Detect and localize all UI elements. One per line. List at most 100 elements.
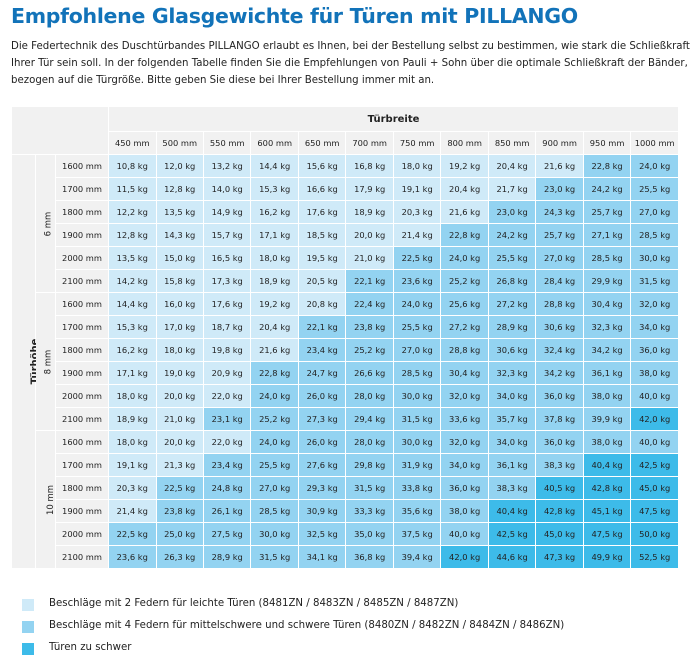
weight-cell: 19,1 kg: [392, 177, 442, 201]
weight-cell: 17,9 kg: [345, 177, 394, 201]
legend-label: Türen zu schwer: [49, 642, 132, 653]
height-row-label: 2000 mm: [54, 246, 110, 270]
weight-cell: 26,0 kg: [297, 430, 347, 454]
weight-cell: 23,4 kg: [297, 338, 347, 362]
weight-cell: 11,5 kg: [108, 177, 157, 201]
weight-cell: 18,9 kg: [250, 269, 299, 293]
width-header-cell: 600 mm: [250, 131, 299, 155]
weight-cell: 38,0 kg: [582, 384, 632, 408]
weight-cell: 33,6 kg: [440, 407, 489, 431]
weight-cell: 13,5 kg: [108, 246, 157, 270]
weight-cell: 38,0 kg: [440, 499, 489, 523]
weight-cell: 24,3 kg: [535, 200, 584, 224]
weight-cell: 16,2 kg: [108, 338, 157, 362]
table-corner: [10, 106, 110, 155]
weight-cell: 12,8 kg: [155, 177, 204, 201]
weight-cell: 20,5 kg: [297, 269, 347, 293]
weight-cell: 29,8 kg: [345, 453, 394, 477]
glass-weight-table: Türbreite 450 mm 500 mm 550 mm 600 mm 650 mm…: [10, 106, 679, 569]
weight-cell: 15,3 kg: [108, 315, 157, 339]
weight-cell: 14,4 kg: [108, 292, 157, 316]
weight-cell: 12,8 kg: [108, 223, 157, 247]
weight-cell: 19,2 kg: [250, 292, 299, 316]
weight-cell: 23,6 kg: [108, 545, 157, 569]
weight-cell: 15,8 kg: [155, 269, 204, 293]
weight-cell: 42,0 kg: [630, 407, 679, 431]
weight-cell: 25,5 kg: [630, 177, 679, 201]
weight-cell: 25,0 kg: [155, 522, 204, 546]
width-header-cell: 850 mm: [487, 131, 537, 155]
height-row-label: 1600 mm: [54, 154, 110, 178]
weight-cell: 12,2 kg: [108, 200, 157, 224]
height-row-label: 2100 mm: [54, 545, 110, 569]
height-row-label: 1900 mm: [54, 499, 110, 523]
height-row-label: 1800 mm: [54, 200, 110, 224]
weight-cell: 14,0 kg: [202, 177, 252, 201]
weight-cell: 37,5 kg: [392, 522, 442, 546]
weight-cell: 36,1 kg: [487, 453, 537, 477]
weight-cell: 22,4 kg: [345, 292, 394, 316]
weight-cell: 30,4 kg: [582, 292, 632, 316]
weight-cell: 24,0 kg: [250, 430, 299, 454]
weight-cell: 22,8 kg: [440, 223, 489, 247]
weight-cell: 52,5 kg: [630, 545, 679, 569]
weight-cell: 27,3 kg: [297, 407, 347, 431]
weight-cell: 28,4 kg: [535, 269, 584, 293]
weight-cell: 17,3 kg: [202, 269, 252, 293]
table-row: 1700 mm 19,1 kg 21,3 kg 23,4 kg 25,5 kg 27,6 …: [12, 453, 679, 477]
weight-cell: 34,0 kg: [487, 430, 537, 454]
height-row-label: 1600 mm: [54, 292, 110, 316]
weight-cell: 38,0 kg: [630, 361, 679, 385]
weight-cell: 21,6 kg: [250, 338, 299, 362]
weight-cell: 26,6 kg: [345, 361, 394, 385]
weight-cell: 16,6 kg: [297, 177, 347, 201]
weight-cell: 18,9 kg: [345, 200, 394, 224]
weight-cell: 25,6 kg: [440, 292, 489, 316]
legend-label: Beschläge mit 4 Federn für mittelschwere…: [49, 620, 565, 631]
weight-cell: 29,9 kg: [582, 269, 632, 293]
weight-cell: 36,0 kg: [630, 338, 679, 362]
weight-cell: 21,4 kg: [108, 499, 157, 523]
weight-cell: 49,9 kg: [582, 545, 632, 569]
table-row: 8 mm 1600 mm 14,4 kg 16,0 kg 17,6 kg 19,2 kg 2…: [12, 292, 679, 431]
weight-cell: 27,1 kg: [582, 223, 632, 247]
weight-cell: 33,3 kg: [345, 499, 394, 523]
weight-cell: 19,1 kg: [108, 453, 157, 477]
table-row: 1900 mm 12,8 kg 14,3 kg 15,7 kg 17,1 kg 18,5 …: [12, 223, 679, 247]
weight-cell: 29,4 kg: [345, 407, 394, 431]
weight-cell: 31,5 kg: [250, 545, 299, 569]
weight-cell: 20,4 kg: [250, 315, 299, 339]
weight-cell: 36,0 kg: [535, 430, 584, 454]
table-row: 1800 mm 20,3 kg 22,5 kg 24,8 kg 27,0 kg 29,3 …: [12, 476, 679, 500]
weight-cell: 24,0 kg: [440, 246, 489, 270]
weight-cell: 25,2 kg: [440, 269, 489, 293]
weight-cell: 17,1 kg: [108, 361, 157, 385]
weight-cell: 20,3 kg: [392, 200, 442, 224]
weight-cell: 30,9 kg: [297, 499, 347, 523]
weight-cell: 22,8 kg: [582, 154, 632, 178]
weight-cell: 23,0 kg: [487, 200, 537, 224]
weight-cell: 19,0 kg: [155, 361, 204, 385]
height-row-label: 1800 mm: [54, 338, 110, 362]
weight-cell: 34,0 kg: [630, 315, 679, 339]
weight-cell: 20,0 kg: [155, 430, 204, 454]
weight-cell: 23,8 kg: [345, 315, 394, 339]
weight-cell: 31,5 kg: [345, 476, 394, 500]
glass-thickness-text: 6 mm: [43, 211, 54, 237]
width-header-row: 450 mm 500 mm 550 mm 600 mm 650 mm 700 mm 750 …: [12, 131, 679, 155]
weight-cell: 21,6 kg: [440, 200, 489, 224]
weight-cell: 30,4 kg: [440, 361, 489, 385]
weight-cell: 25,2 kg: [345, 338, 394, 362]
glass-thickness-label: 6 mm: [35, 154, 56, 293]
weight-cell: 28,8 kg: [440, 338, 489, 362]
weight-cell: 20,8 kg: [297, 292, 347, 316]
weight-cell: 40,0 kg: [630, 430, 679, 454]
weight-cell: 44,6 kg: [487, 545, 537, 569]
weight-cell: 40,5 kg: [535, 476, 584, 500]
table-row: 1700 mm 15,3 kg 17,0 kg 18,7 kg 20,4 kg 22,1 …: [12, 315, 679, 339]
weight-cell: 30,0 kg: [392, 430, 442, 454]
weight-cell: 50,0 kg: [630, 522, 679, 546]
weight-cell: 30,6 kg: [535, 315, 584, 339]
weight-cell: 30,0 kg: [250, 522, 299, 546]
